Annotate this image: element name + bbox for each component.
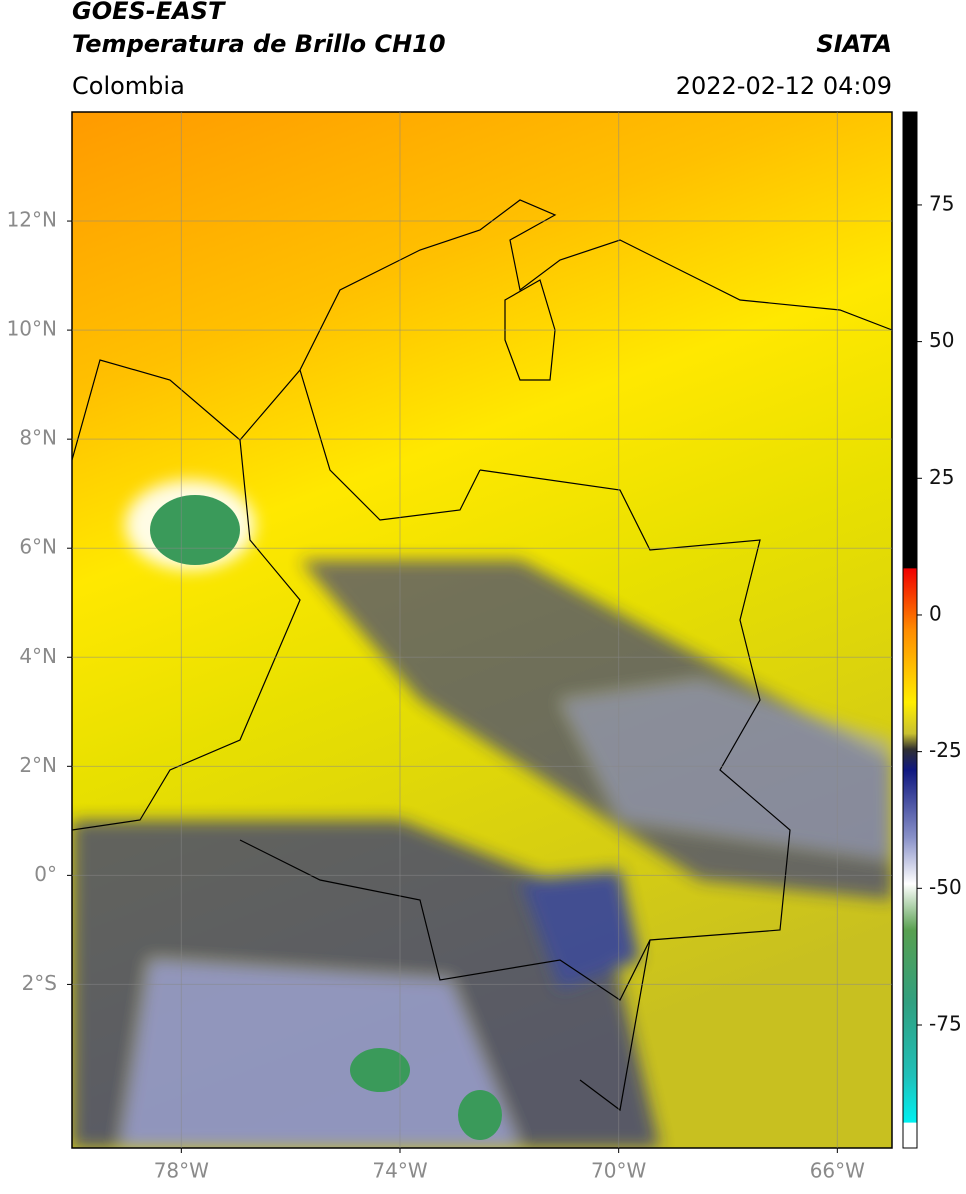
lat-tick-label: 8°N — [19, 426, 57, 450]
colorbar-tick-label: -50 — [929, 875, 962, 899]
lon-tick-label: 66°W — [810, 1159, 865, 1183]
grid — [72, 112, 892, 1148]
region: Colombia — [72, 72, 185, 100]
lon-tick-label: 78°W — [154, 1159, 209, 1183]
subtitle: Temperatura de Brillo CH10 — [72, 30, 446, 58]
colorbar-tick-label: 25 — [929, 465, 954, 489]
lat-tick-label: 2°N — [19, 753, 57, 777]
satellite-image — [72, 112, 892, 1148]
colorbar — [902, 111, 918, 1149]
colorbar-tick-label: -25 — [929, 738, 962, 762]
colorbar-tick-label: 0 — [929, 601, 942, 625]
title: GOES-EAST — [72, 0, 226, 25]
map-frame — [71, 111, 893, 1149]
colorbar-tick-label: 50 — [929, 328, 954, 352]
lat-tick-label: 6°N — [19, 535, 57, 559]
lat-tick-label: 12°N — [7, 208, 57, 232]
lat-tick-label: 4°N — [19, 644, 57, 668]
colorbar-tick-label: 75 — [929, 191, 954, 215]
datetime: 2022-02-12 04:09 — [676, 72, 892, 100]
colorbar-tick-label: -75 — [929, 1011, 962, 1035]
lat-tick-label: 2°S — [22, 971, 57, 995]
lat-tick-label: 0° — [34, 862, 57, 886]
source: SIATA — [816, 30, 892, 58]
lon-tick-label: 70°W — [591, 1159, 646, 1183]
lon-tick-label: 74°W — [372, 1159, 427, 1183]
lat-tick-label: 10°N — [7, 317, 57, 341]
